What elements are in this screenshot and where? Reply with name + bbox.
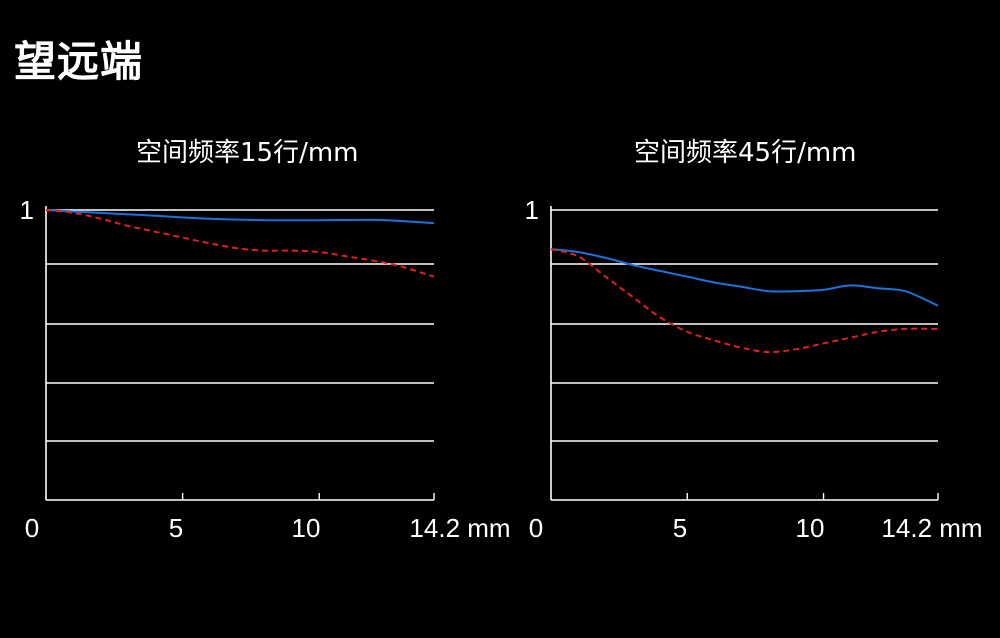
c45-x-tick-label-1: 5 [673, 513, 687, 543]
c15-x-tick-label-2: 10 [292, 513, 321, 543]
c45-series-dashed-line [550, 248, 939, 354]
c15-series-solid-line [45, 209, 435, 225]
c15-y-tick-label-0: 1 [20, 195, 34, 225]
c15-x-tick-label-3: 14.2 mm [409, 513, 510, 543]
c45-x-tick-label-3: 14.2 mm [881, 513, 982, 543]
c15-x-tick-label-0: 0 [25, 513, 39, 543]
c45-x-tick-label-2: 10 [796, 513, 825, 543]
c15-series-dashed-line [45, 209, 435, 278]
chart-title-45: 空间频率45行/mm [634, 138, 857, 168]
c15-x-tick-label-1: 5 [169, 513, 183, 543]
c45-series-solid-line [550, 248, 939, 307]
page-title: 望远端 [14, 37, 144, 86]
c45-x-tick-label-0: 0 [529, 513, 543, 543]
c45-y-tick-label-0: 1 [525, 195, 539, 225]
chart-title-15: 空间频率15行/mm [136, 138, 359, 168]
